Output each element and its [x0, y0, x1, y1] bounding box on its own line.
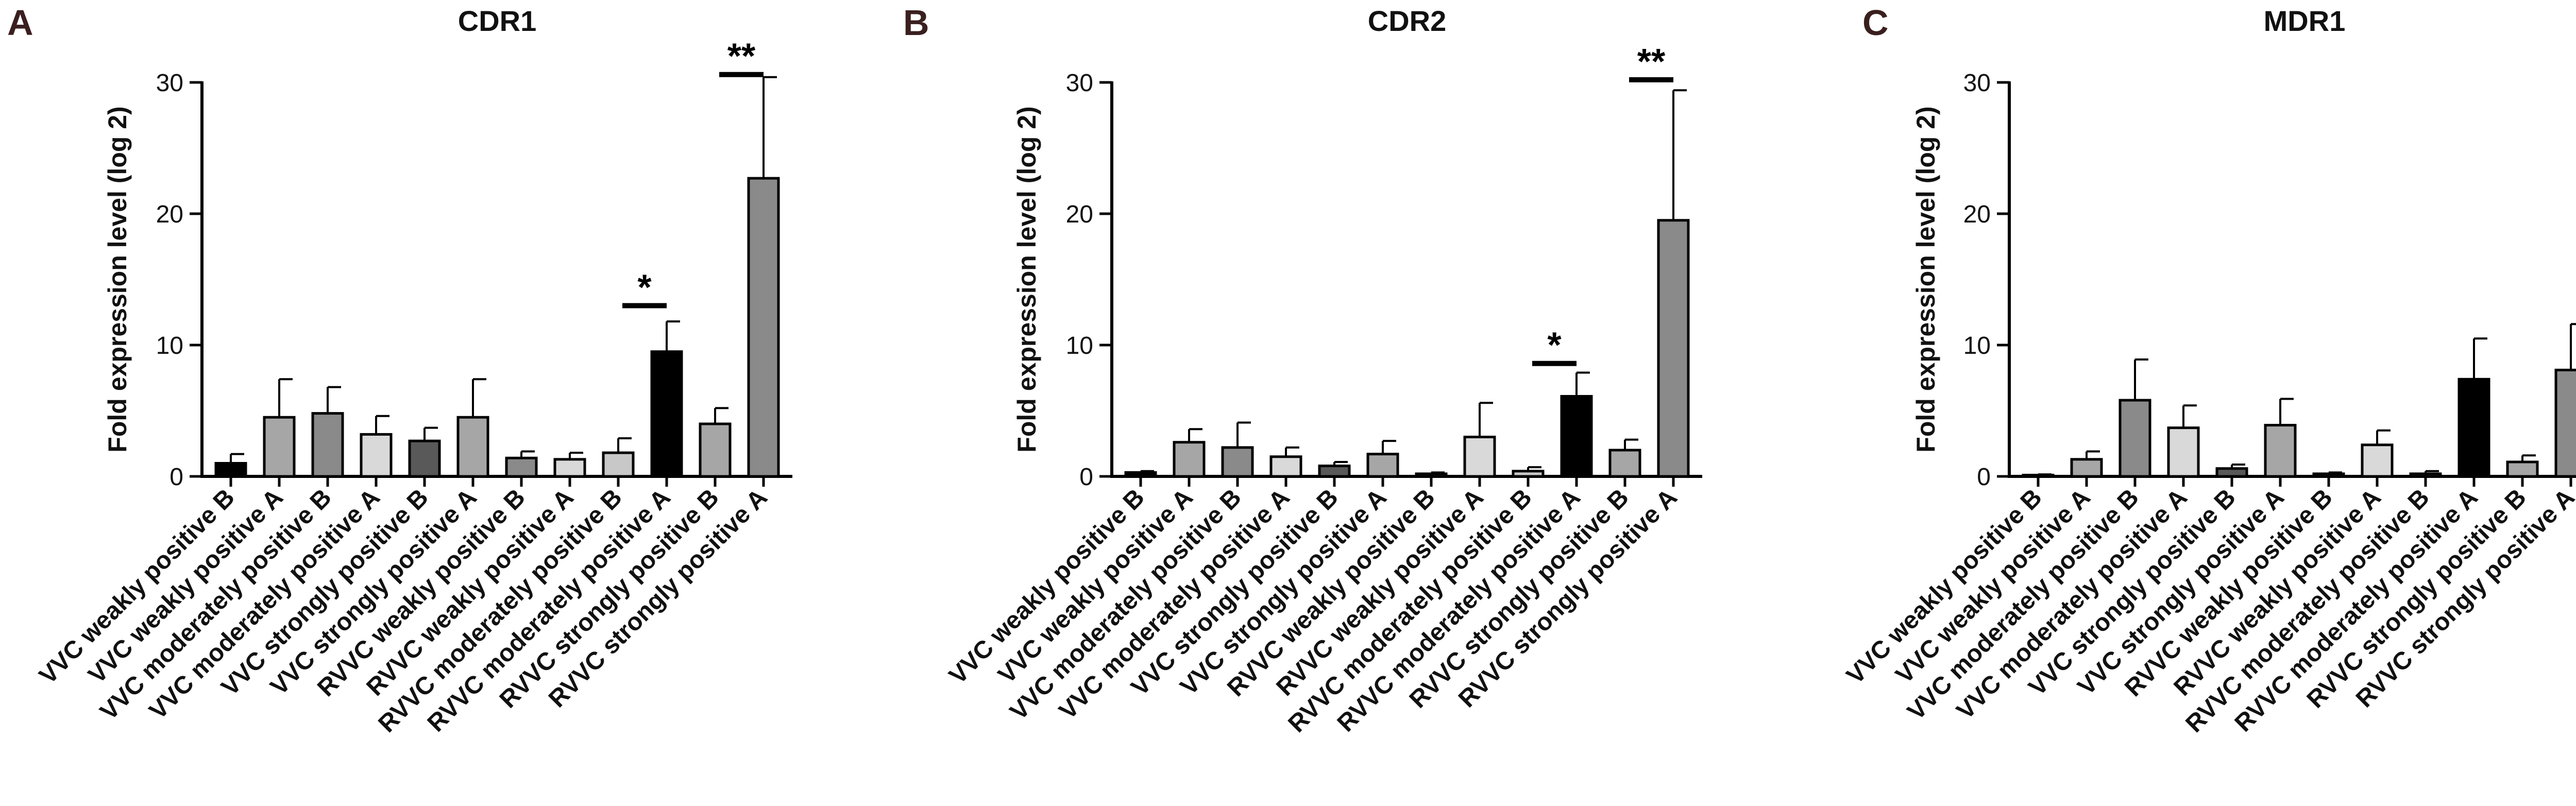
y-axis-label: Fold expression level (log 2): [1012, 106, 1041, 452]
bar: [1463, 436, 1496, 478]
bar: [2312, 472, 2345, 478]
y-tick-label: 30: [1066, 70, 1093, 97]
y-tick-label: 0: [170, 464, 183, 491]
chart-title: CDR1: [458, 5, 536, 37]
y-axis-label: Fold expression level (log 2): [103, 106, 132, 452]
significance-label: **: [1637, 41, 1666, 81]
bar: [2458, 378, 2490, 478]
y-tick-label: 0: [1079, 464, 1093, 491]
bar: [263, 416, 296, 478]
chart-panel-a: A CDR1 Fold expression level (log 2) 0 10 20 3…: [7, 3, 792, 738]
panel-label: B: [903, 3, 929, 43]
bar: [2554, 368, 2576, 478]
bar: [1560, 395, 1593, 478]
bar: [2264, 424, 2297, 478]
y-tick-label: 10: [1963, 332, 1991, 359]
bar: [553, 458, 586, 478]
bar: [2215, 467, 2248, 478]
bar: [505, 456, 538, 478]
y-tick-label: 30: [156, 70, 183, 97]
significance-label: *: [1547, 325, 1562, 365]
bar: [602, 451, 635, 478]
bar: [1269, 455, 1302, 478]
bar: [408, 439, 441, 478]
bar: [1318, 465, 1351, 478]
bar: [1366, 453, 1399, 478]
bar: [747, 177, 780, 478]
bar: [699, 422, 732, 478]
bar: [2167, 426, 2200, 478]
bar: [1173, 441, 1206, 478]
y-tick-label: 0: [1977, 464, 1991, 491]
y-axis-label: Fold expression level (log 2): [1911, 106, 1940, 452]
bar: [360, 433, 393, 478]
bar: [456, 416, 489, 478]
bar: [2070, 458, 2103, 478]
bar: [1221, 446, 1254, 478]
bar: [2119, 399, 2151, 478]
significance-label: **: [727, 36, 756, 76]
bar: [1512, 470, 1545, 478]
chart-panel-c: C MDR1 Fold expression level (log 2) 0 10 20 3…: [1841, 3, 2576, 738]
y-tick-label: 10: [156, 332, 183, 359]
bar: [214, 462, 247, 478]
y-tick-label: 20: [156, 201, 183, 228]
chart-title: CDR2: [1368, 5, 1446, 37]
bar: [1415, 472, 1448, 478]
panel-label: A: [7, 3, 33, 43]
panel-label: C: [1862, 3, 1889, 43]
bar: [1608, 449, 1641, 478]
bar: [2361, 443, 2394, 478]
bar: [1124, 471, 1157, 478]
y-tick-label: 30: [1963, 70, 1991, 97]
bar: [2409, 472, 2442, 478]
bar: [311, 412, 344, 478]
y-tick-label: 20: [1963, 201, 1991, 228]
significance-label: *: [637, 267, 652, 307]
y-tick-label: 10: [1066, 332, 1093, 359]
bar: [650, 350, 683, 478]
chart-panel-b: B CDR2 Fold expression level (log 2) 0 10 20 3…: [903, 3, 1702, 738]
bar: [2506, 460, 2539, 478]
chart-title: MDR1: [2264, 5, 2346, 37]
bar: [1657, 219, 1690, 478]
y-tick-label: 20: [1066, 201, 1093, 228]
